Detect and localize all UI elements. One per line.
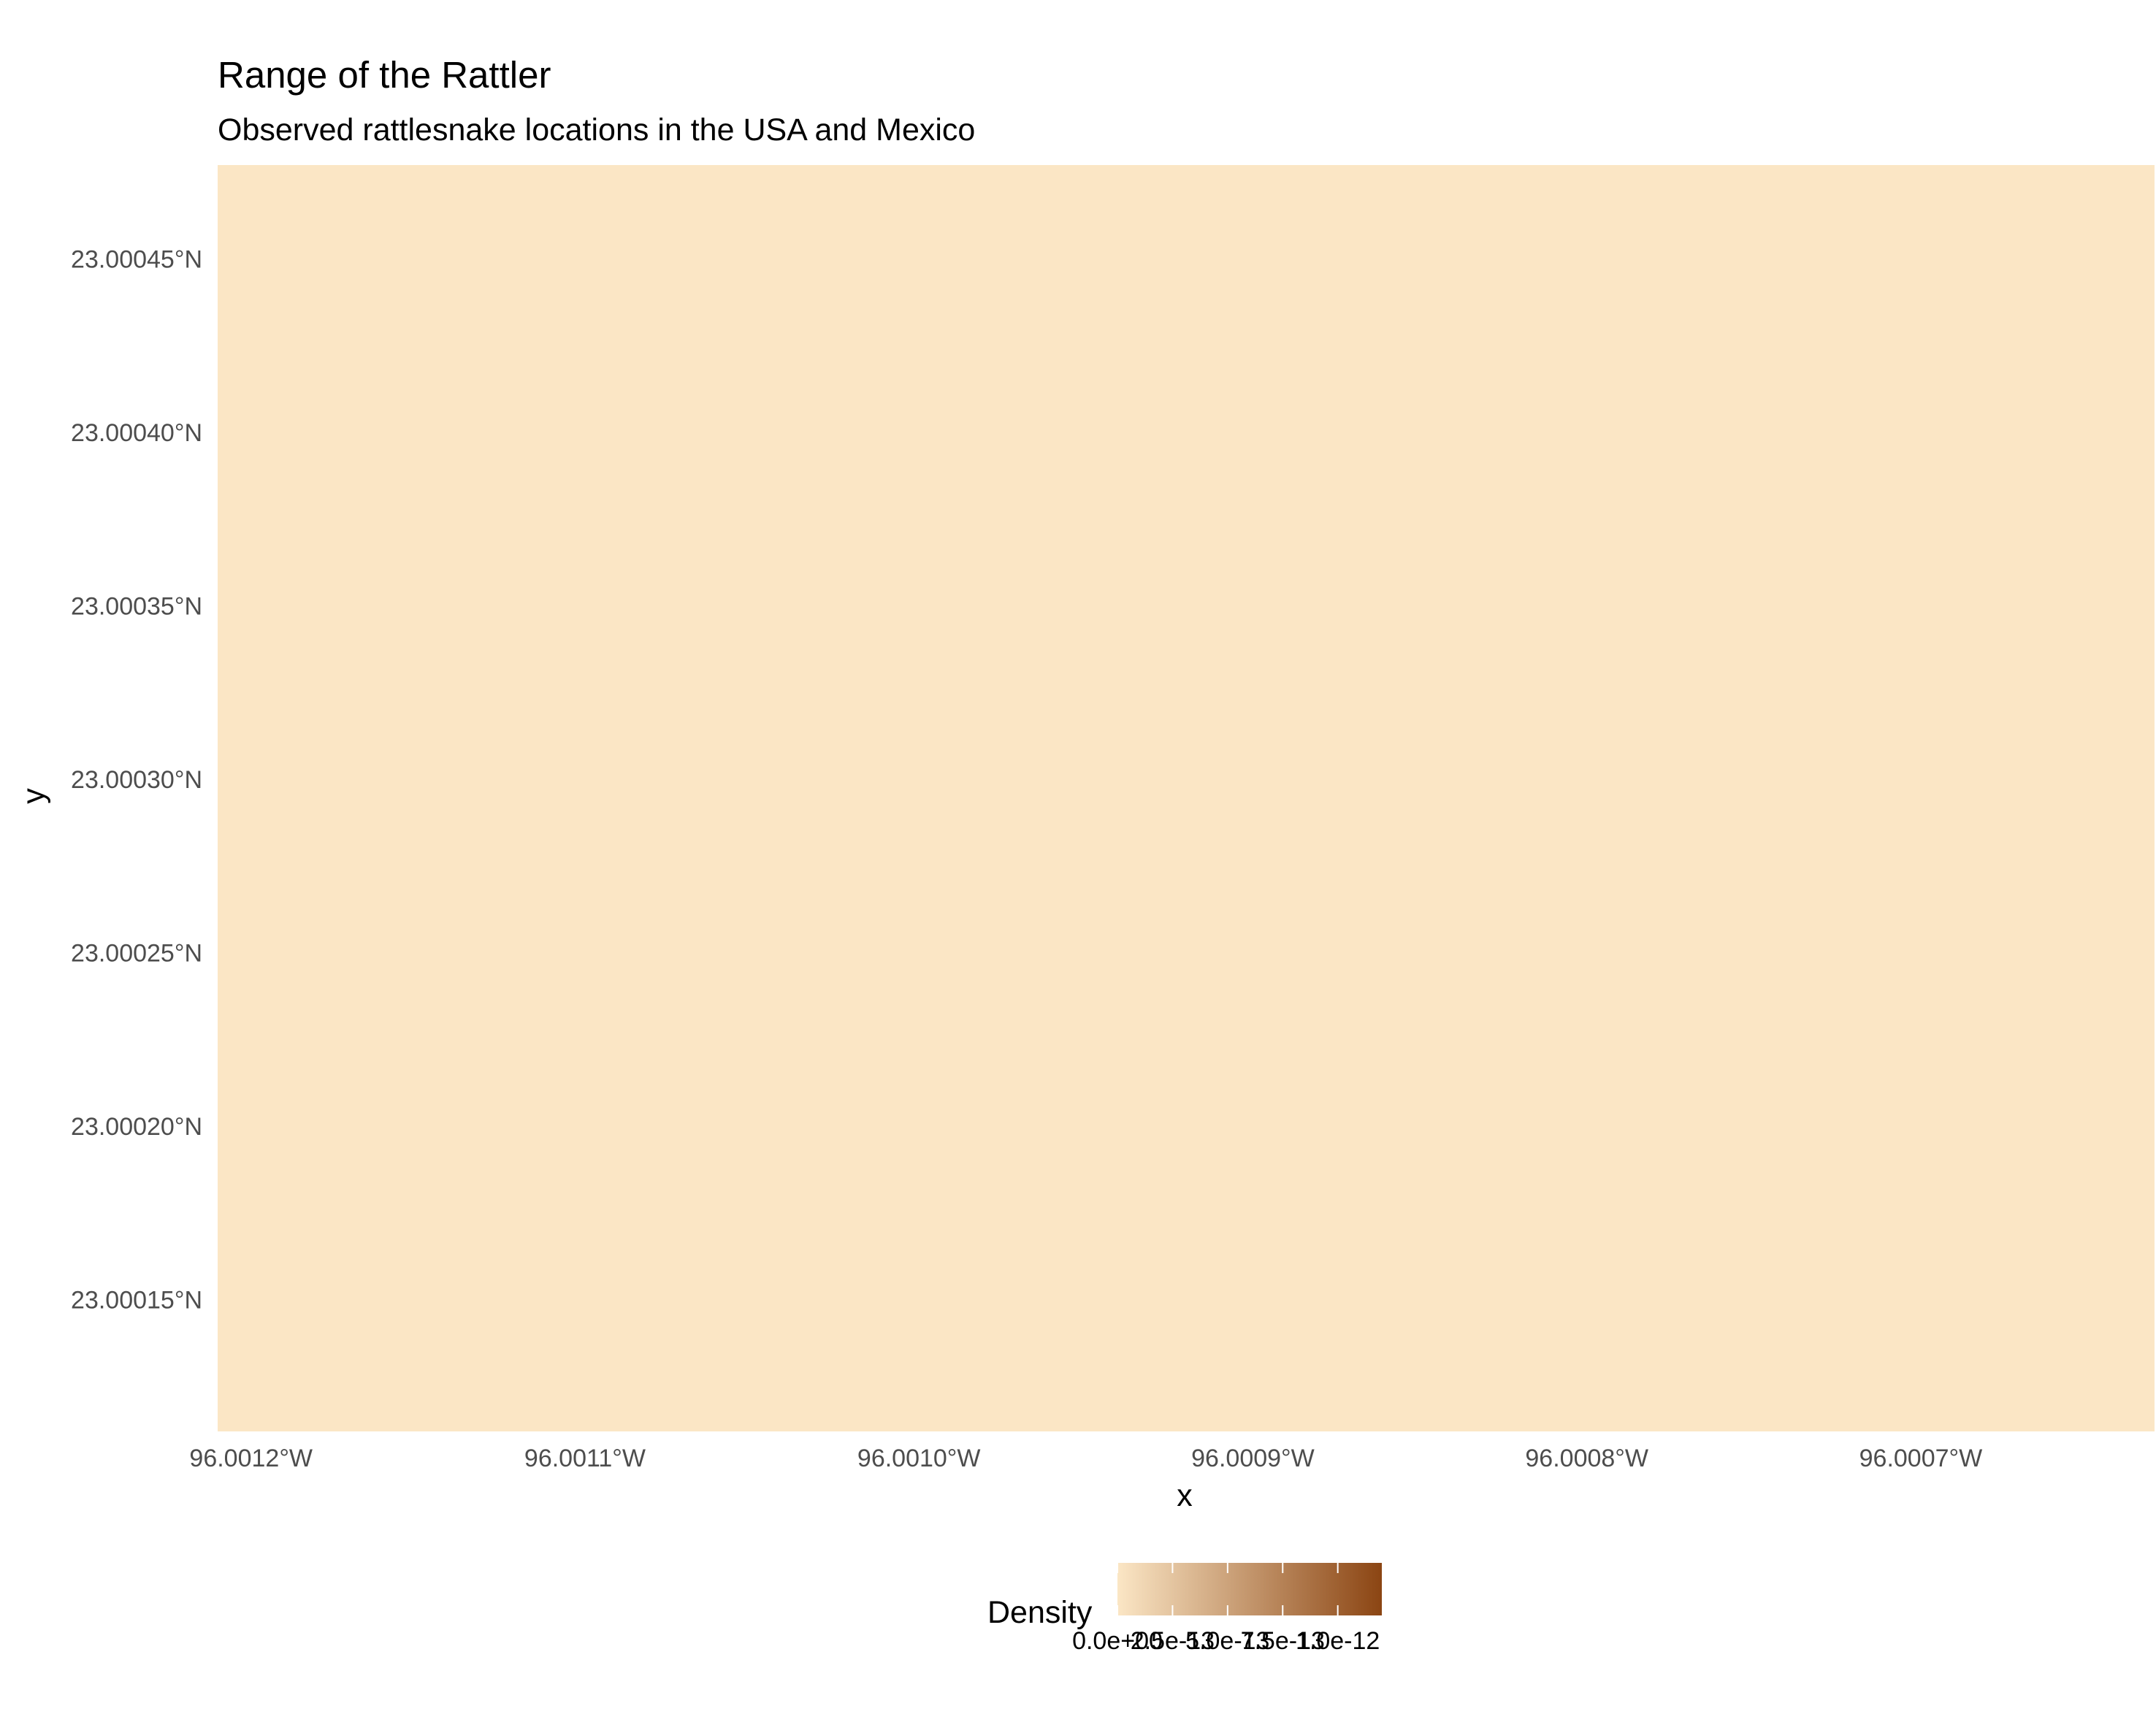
x-axis-title: x	[1177, 1478, 1193, 1513]
legend-ticks: 0.0e+002.5e-135.0e-137.5e-131.0e-12	[1072, 1563, 1380, 1655]
density-raster	[218, 165, 2155, 1431]
x-tick-label: 96.0007°W	[1859, 1445, 1983, 1472]
legend-tick-label: 1.0e-12	[1296, 1627, 1380, 1655]
x-tick-label: 96.0008°W	[1525, 1445, 1648, 1472]
y-tick-label: 23.00030°N	[71, 766, 202, 794]
chart-subtitle: Observed rattlesnake locations in the US…	[218, 112, 975, 148]
y-tick-label: 23.00025°N	[71, 939, 202, 967]
legend: Density 0.0e+002.5e-135.0e-137.5e-131.0e…	[987, 1563, 1382, 1655]
x-tick-label: 96.0010°W	[857, 1445, 981, 1472]
x-tick-label: 96.0011°W	[524, 1445, 646, 1472]
y-tick-label: 23.00040°N	[71, 419, 202, 447]
x-tick-label: 96.0009°W	[1191, 1445, 1315, 1472]
legend-tick-label: 5.0e-13	[1185, 1627, 1269, 1655]
legend-colorbar	[1117, 1563, 1382, 1615]
x-axis-ticks: 96.0012°W 96.0011°W 96.0010°W 96.0009°W 96.0…	[189, 1445, 1982, 1472]
y-tick-label: 23.00015°N	[71, 1286, 202, 1314]
y-tick-label: 23.00020°N	[71, 1113, 202, 1141]
chart-title: Range of the Rattler	[218, 54, 551, 96]
legend-tick-label: 0.0e+00	[1072, 1627, 1163, 1655]
y-axis-ticks: 23.00045°N 23.00040°N 23.00035°N 23.00030°N…	[71, 245, 202, 1314]
legend-title: Density	[987, 1595, 1093, 1630]
legend-tick-label: 7.5e-13	[1241, 1627, 1325, 1655]
x-tick-label: 96.0012°W	[189, 1445, 313, 1472]
y-tick-label: 23.00045°N	[71, 245, 202, 273]
y-tick-label: 23.00035°N	[71, 592, 202, 620]
legend-tick-label: 2.5e-13	[1131, 1627, 1215, 1655]
y-axis-title: y	[16, 788, 51, 804]
